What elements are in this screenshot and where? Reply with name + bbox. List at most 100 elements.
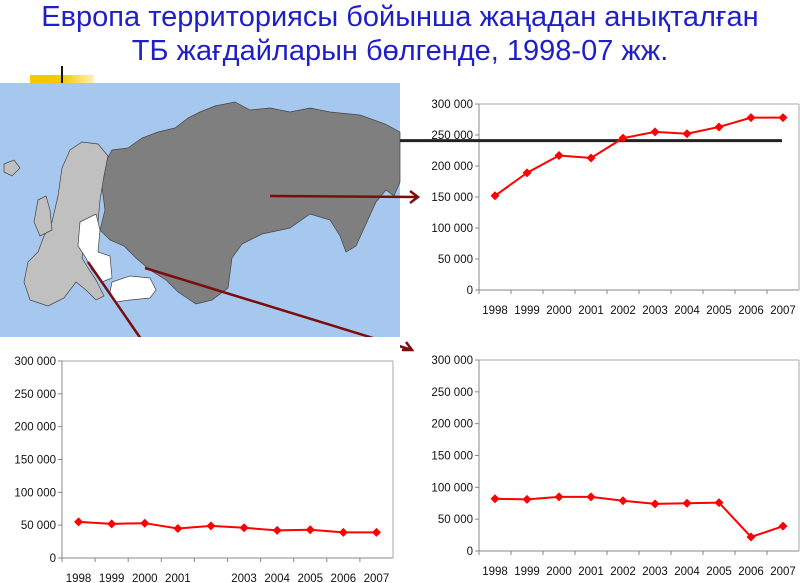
data-point	[74, 517, 84, 527]
x-tick-label: 2000	[546, 566, 572, 578]
y-tick-label: 150 000	[431, 192, 473, 204]
data-point	[746, 113, 756, 123]
title-line-2: ТБ жағдайларын бөлгенде, 1998-07 жж.	[131, 35, 669, 67]
y-tick-label: 250 000	[14, 389, 56, 401]
map-highlight-central	[77, 213, 113, 283]
y-tick-label: 100 000	[431, 482, 473, 494]
x-tick-label: 2002	[610, 305, 636, 317]
x-tick-label: 2005	[706, 305, 732, 317]
x-tick-label: 2006	[738, 566, 764, 578]
data-point	[586, 153, 596, 163]
data-point	[206, 521, 216, 531]
x-tick-label: 2001	[578, 305, 604, 317]
x-tick-label: 2000	[132, 573, 158, 583]
data-point	[522, 168, 532, 178]
data-point	[554, 150, 564, 160]
data-point	[650, 127, 660, 137]
y-tick-label: 300 000	[431, 99, 473, 111]
x-tick-label: 2007	[770, 305, 796, 317]
data-point	[746, 532, 756, 542]
europe-map	[0, 83, 401, 337]
data-point	[586, 492, 596, 502]
y-tick-label: 50 000	[438, 514, 473, 526]
title-line-1: Европа территориясы бойынша жаңадан анық…	[41, 1, 759, 33]
data-point	[371, 527, 381, 537]
map-uk	[33, 195, 53, 237]
series-line	[78, 520, 377, 534]
arrow-to-east-chart	[269, 194, 419, 199]
y-tick-label: 250 000	[431, 130, 473, 142]
x-tick-label: 1998	[482, 305, 508, 317]
x-tick-label: 2005	[706, 566, 732, 578]
x-tick-label: 2004	[264, 573, 290, 583]
x-tick-label: 2000	[546, 305, 572, 317]
x-tick-label: 1999	[514, 566, 540, 578]
x-tick-label: 1999	[99, 573, 125, 583]
x-tick-label: 2002	[610, 566, 636, 578]
data-point	[490, 191, 500, 201]
y-tick-label: 100 000	[431, 223, 473, 235]
slide-title: Европа территориясы бойынша жаңадан анық…	[0, 0, 800, 68]
data-point	[618, 133, 628, 143]
y-tick-label: 50 000	[438, 254, 473, 266]
x-tick-label: 2004	[674, 566, 700, 578]
y-tick-label: 200 000	[431, 161, 473, 173]
x-tick-label: 2003	[231, 573, 257, 583]
arrow-head-east	[409, 190, 421, 204]
data-point	[173, 523, 183, 533]
x-tick-label: 1998	[482, 566, 508, 578]
accent-bar	[61, 66, 63, 86]
x-tick-label: 2004	[674, 305, 700, 317]
series-line	[494, 116, 783, 197]
y-tick-label: 50 000	[21, 520, 56, 532]
data-point	[714, 122, 724, 132]
x-tick-label: 2003	[642, 305, 668, 317]
data-point	[522, 494, 532, 504]
y-tick-label: 100 000	[14, 487, 56, 499]
data-point	[682, 129, 692, 139]
data-point	[490, 494, 500, 504]
data-point	[338, 527, 348, 537]
data-point	[239, 523, 249, 533]
data-point	[618, 496, 628, 506]
x-tick-label: 2007	[770, 566, 796, 578]
data-point	[107, 519, 117, 529]
data-point	[778, 521, 788, 531]
y-tick-label: 200 000	[14, 422, 56, 434]
data-point	[650, 499, 660, 509]
map-iceland	[3, 159, 21, 177]
data-point	[305, 525, 315, 535]
data-point	[554, 492, 564, 502]
series-line	[494, 495, 784, 539]
y-tick-label: 150 000	[14, 455, 56, 467]
x-tick-label: 1999	[514, 305, 540, 317]
x-tick-label: 2001	[165, 573, 191, 583]
x-tick-label: 2001	[578, 566, 604, 578]
y-tick-label: 300 000	[431, 355, 473, 367]
map-region-west	[23, 141, 109, 307]
x-tick-label: 2005	[297, 573, 323, 583]
y-tick-label: 0	[50, 553, 56, 565]
arrow-head-southeast	[402, 341, 415, 352]
x-tick-label: 1998	[66, 573, 92, 583]
y-tick-label: 0	[467, 546, 473, 558]
chart-bottom-right: 0 50 000 100 000 150 000 200 000 250 000 300 0…	[431, 355, 800, 578]
y-tick-label: 300 000	[14, 356, 56, 368]
data-point	[714, 498, 724, 508]
y-tick-label: 250 000	[431, 387, 473, 399]
arrow-to-southeast-chart	[144, 266, 413, 352]
chart-background	[0, 337, 400, 583]
y-tick-label: 0	[467, 285, 473, 297]
data-point	[778, 113, 788, 123]
y-tick-label: 150 000	[431, 451, 473, 463]
x-tick-label: 2006	[331, 573, 357, 583]
x-tick-label: 2003	[642, 566, 668, 578]
chart-bottom-left: 0 50 000 100 000 150 000 200 000 250 000 300 0…	[0, 337, 400, 583]
x-tick-label: 2006	[738, 305, 764, 317]
data-point	[682, 498, 692, 508]
data-point	[272, 525, 282, 535]
x-tick-label: 2007	[364, 573, 390, 583]
data-point	[140, 518, 150, 528]
y-tick-label: 200 000	[431, 419, 473, 431]
